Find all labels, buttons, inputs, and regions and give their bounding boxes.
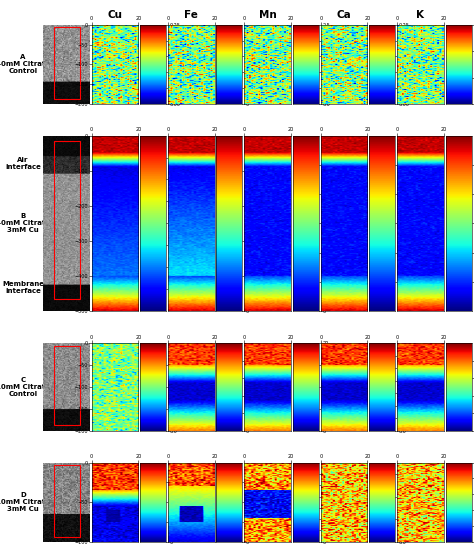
Text: B
40mM Citrate
3mM Cu: B 40mM Citrate 3mM Cu (0, 213, 50, 233)
Text: Cu: Cu (108, 10, 122, 20)
Bar (54, 28, 80, 98)
Text: K: K (417, 10, 424, 20)
Bar (54, 346, 80, 425)
Text: Ca: Ca (337, 10, 351, 20)
Text: A
40mM Citrate
Control: A 40mM Citrate Control (0, 54, 50, 74)
Text: Mn: Mn (259, 10, 276, 20)
Text: Fe: Fe (184, 10, 198, 20)
Text: D
10mM Citrate
3mM Cu: D 10mM Citrate 3mM Cu (0, 492, 50, 512)
Text: Air
interface: Air interface (5, 157, 41, 169)
Bar (54, 465, 80, 537)
Text: Membrane
interface: Membrane interface (2, 281, 44, 294)
Text: C
10mM Citrate
Control: C 10mM Citrate Control (0, 377, 50, 397)
Bar (54, 141, 80, 299)
